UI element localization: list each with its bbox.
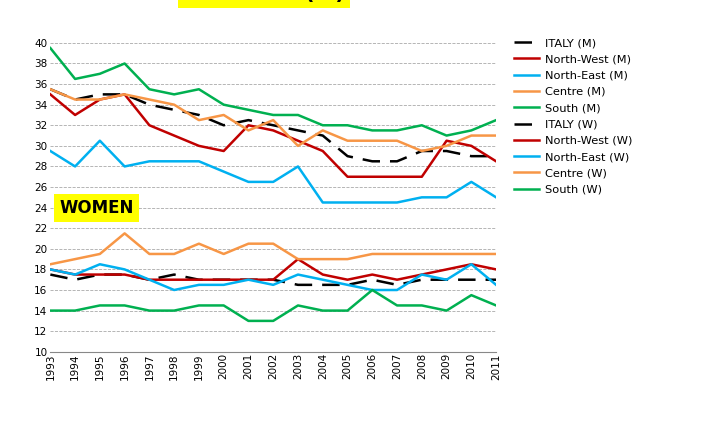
Text: WOMEN: WOMEN: [59, 199, 134, 217]
Legend: ITALY (M), North-West (M), North-East (M), Centre (M), South (M), ITALY (W), Nor: ITALY (M), North-West (M), North-East (M…: [510, 33, 637, 199]
Text: SMOKERS (%): SMOKERS (%): [183, 0, 345, 3]
